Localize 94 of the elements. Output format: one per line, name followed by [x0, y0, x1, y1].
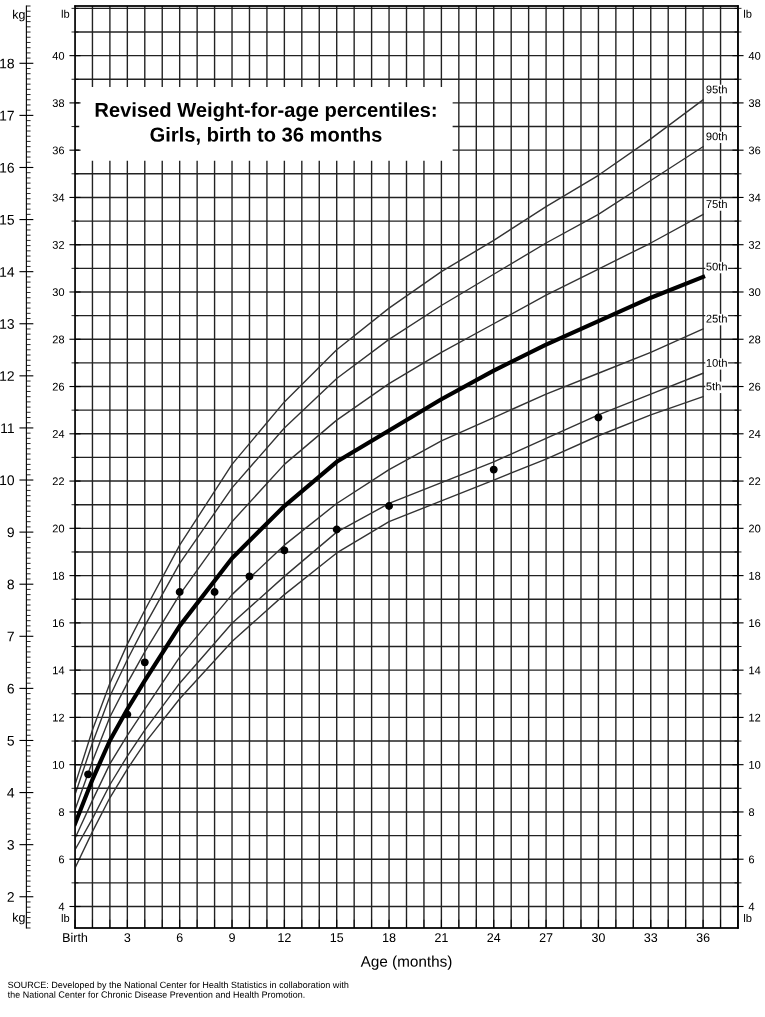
y3-tick-label: 18 — [53, 571, 65, 580]
y2-tick-label: 16 — [749, 619, 761, 628]
x-tick-label: 21 — [435, 933, 448, 942]
y3-tick-label: 4 — [58, 902, 65, 911]
point — [84, 770, 93, 779]
y2-tick-label: 30 — [748, 288, 761, 297]
x-tick-label: Birth — [63, 932, 88, 943]
y3-tick-label: 38 — [52, 99, 65, 108]
point — [210, 588, 219, 596]
series-label: 10th — [706, 358, 727, 367]
series-label: 75th — [706, 199, 727, 208]
y2-tick-label: 34 — [748, 193, 761, 202]
y2-tick-label: 24 — [748, 430, 761, 438]
y-tick-label: 14 — [0, 267, 15, 277]
y3-tick-label: 40 — [52, 51, 65, 60]
source-note: SOURCE: Developed by the National Center for Health Statistics in collaboration with the National Center for Chronic Disease Prevention and Health Promotion. — [7, 981, 349, 998]
y2-tick-label: 12 — [749, 713, 761, 722]
text: lb — [744, 913, 752, 923]
point — [332, 525, 341, 534]
x-tick-label: 18 — [383, 933, 396, 943]
text: Revised Weight-for-age percentiles: Girls, birth to 36 months — [95, 102, 436, 145]
y3-tick-label: 36 — [52, 146, 65, 155]
y2-tick-label: 22 — [748, 477, 761, 486]
y-tick-label: 7 — [7, 631, 14, 642]
y-tick-label: 15 — [0, 215, 14, 225]
y2-tick-label: 26 — [748, 382, 761, 391]
y2-tick-label: 14 — [749, 666, 761, 675]
y3-tick-label: 12 — [53, 713, 65, 722]
point — [489, 465, 498, 474]
point — [140, 658, 149, 667]
y3-tick-label: 24 — [52, 430, 65, 438]
x-tick-label: 12 — [278, 933, 291, 942]
y3-tick-label: 14 — [53, 666, 65, 675]
y2-tick-label: 28 — [748, 335, 761, 344]
x-tick-label: 15 — [330, 933, 344, 943]
y-tick-label: 3 — [7, 839, 14, 850]
y-axis-title: kg — [13, 9, 25, 22]
y-tick-label: 16 — [0, 162, 14, 173]
y-tick-label: 4 — [7, 788, 15, 798]
x-tick-label: 9 — [229, 933, 235, 943]
point — [245, 572, 254, 581]
point — [280, 546, 289, 555]
point — [385, 502, 394, 511]
y2-tick-label: 18 — [749, 571, 761, 580]
y2-tick-label: 4 — [748, 902, 755, 911]
y-tick-label: 12 — [0, 371, 14, 381]
text: kg — [13, 912, 25, 925]
y-tick-label: 8 — [7, 579, 14, 590]
series-label: 5th — [706, 382, 721, 391]
y2-axis-title: lb — [744, 9, 752, 18]
x-axis-title: Age (months) — [360, 955, 452, 970]
x-tick-label: 27 — [539, 933, 553, 942]
y3-axis-title: lb — [61, 9, 70, 18]
y-tick-label: 9 — [7, 527, 14, 538]
y2-tick-label: 38 — [748, 99, 761, 108]
y3-tick-label: 32 — [52, 240, 65, 249]
series-label: 90th — [706, 132, 727, 141]
x-tick-label: 24 — [487, 933, 501, 942]
x-tick-label: 33 — [644, 933, 658, 943]
y-tick-label: 18 — [0, 58, 14, 69]
y2-tick-label: 10 — [749, 760, 761, 769]
point — [175, 588, 184, 596]
y2-tick-label: 40 — [748, 51, 761, 60]
y-tick-label: 13 — [0, 319, 14, 329]
y3-tick-label: 28 — [52, 335, 65, 344]
y2-tick-label: 36 — [748, 146, 761, 155]
y-tick-label: 5 — [7, 735, 14, 746]
y3-tick-label: 8 — [58, 808, 65, 817]
y-tick-label: 2 — [7, 892, 14, 902]
y3-tick-label: 26 — [52, 382, 65, 391]
y2-tick-label: 6 — [748, 855, 755, 864]
y-tick-label: 6 — [7, 683, 14, 694]
y-tick-label: 17 — [0, 110, 14, 121]
y3-tick-label: 10 — [53, 760, 65, 769]
y3-tick-label: 22 — [52, 477, 65, 486]
y2-tick-label: 32 — [748, 240, 761, 249]
x-tick-label: 6 — [176, 933, 183, 943]
y-tick-label: 10 — [0, 475, 15, 486]
y2-tick-label: 8 — [748, 808, 755, 817]
y3-tick-label: 6 — [58, 855, 65, 864]
y3-tick-label: 20 — [52, 524, 65, 533]
y-tick-label: 11 — [1, 423, 14, 433]
y3-tick-label: 30 — [52, 288, 65, 297]
series-label: 25th — [706, 314, 727, 323]
text: lb — [61, 913, 70, 923]
point — [594, 413, 603, 422]
y3-tick-label: 34 — [52, 193, 65, 202]
x-tick-label: 30 — [591, 933, 605, 943]
y3-tick-label: 16 — [53, 619, 65, 628]
series-label: 50th — [706, 262, 727, 271]
x-tick-label: 36 — [696, 933, 710, 943]
y2-tick-label: 20 — [748, 524, 761, 533]
x-tick-label: 3 — [124, 933, 131, 943]
series-label: 95th — [706, 85, 727, 94]
